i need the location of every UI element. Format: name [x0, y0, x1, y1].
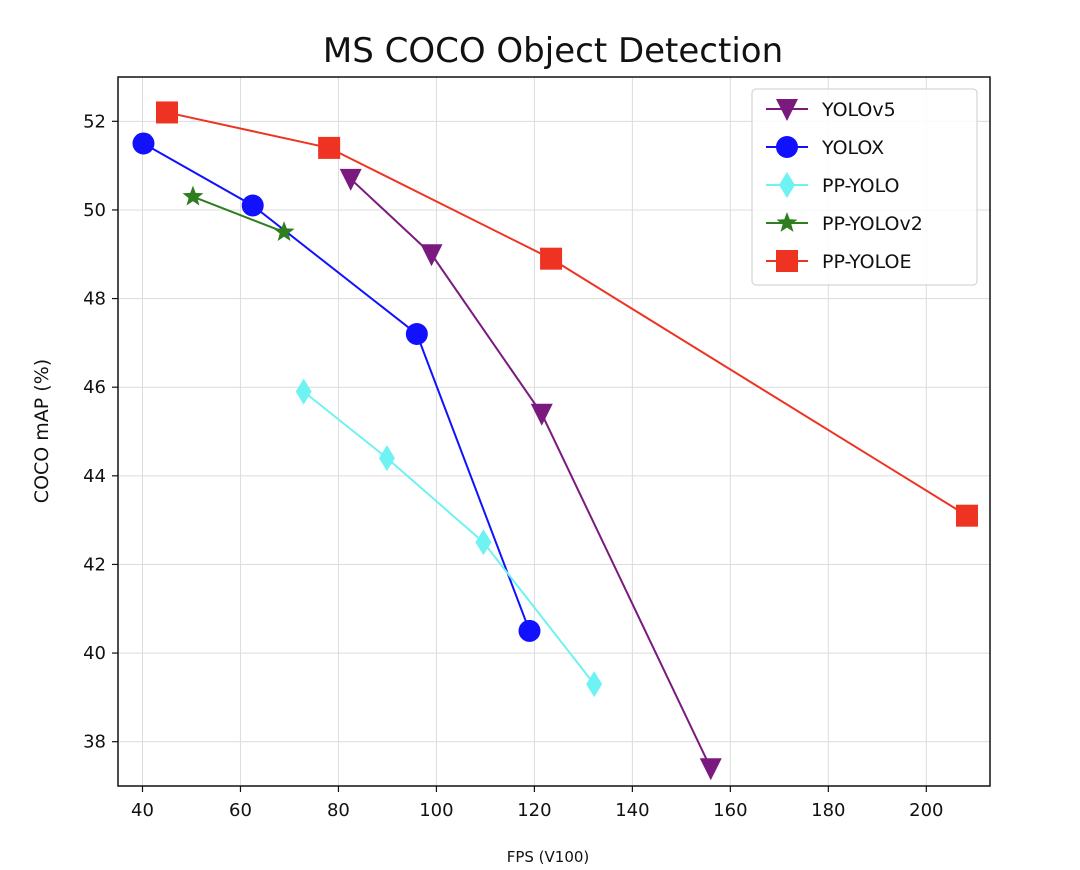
series-pp-yolov2 [182, 185, 295, 241]
y-tick-label: 40 [83, 643, 106, 664]
y-tick-label: 48 [83, 289, 106, 310]
ticks: 40 60 80 100 120 140 160 180 200 38 40 42 44 46 48 50 52 [83, 111, 943, 821]
legend-item-pp-yolo: PP-YOLO [766, 172, 899, 198]
x-tick-label: 160 [713, 800, 747, 821]
x-tick-label: 80 [327, 800, 350, 821]
data-point-pp-yolo [586, 671, 603, 698]
y-tick-label: 44 [83, 466, 106, 487]
legend-label: YOLOX [821, 137, 884, 159]
legend-marker [779, 172, 795, 198]
series-line-pp-yolov2 [192, 195, 285, 234]
legend-marker [776, 250, 798, 272]
legend-marker [776, 136, 798, 158]
data-point-yolox [132, 132, 155, 155]
chart-title: MS COCO Object Detection [323, 31, 783, 71]
data-point-pp-yolo [475, 529, 492, 556]
y-tick-label: 42 [83, 554, 106, 575]
series-line-pp-yoloe [166, 111, 968, 517]
series-line-pp-yolo [303, 390, 595, 685]
y-tick-label: 52 [83, 111, 106, 132]
data-point-yolox [405, 323, 428, 346]
data-point-yolov5 [530, 403, 553, 426]
grid [118, 77, 990, 786]
data-point-yolox [518, 619, 541, 642]
legend-item-pp-yoloe: PP-YOLOE [766, 250, 912, 273]
x-tick-label: 200 [909, 800, 943, 821]
series-yolov5 [339, 168, 722, 781]
series-yolox [132, 132, 541, 642]
series-line-yolov5 [350, 178, 712, 769]
x-tick-label: 100 [419, 800, 453, 821]
series-pp-yoloe [155, 101, 978, 527]
x-axis-label: FPS (V100) [507, 848, 590, 866]
legend: YOLOv5 YOLOX PP-YOLO PP-YOLOv2 PP-YOLOE [751, 88, 978, 286]
legend-label: PP-YOLO [822, 175, 899, 197]
legend-label: YOLOv5 [821, 99, 896, 121]
series-layer [132, 101, 978, 781]
series-line-yolox [142, 142, 531, 632]
data-point-pp-yoloe [318, 136, 341, 159]
data-point-pp-yolo [378, 445, 395, 472]
legend-label: PP-YOLOE [822, 251, 912, 273]
data-point-yolox [241, 194, 264, 217]
legend-marker [776, 99, 798, 121]
data-point-pp-yoloe [540, 247, 563, 270]
x-tick-label: 140 [615, 800, 649, 821]
legend-box [751, 88, 978, 286]
legend-item-yolov5: YOLOv5 [766, 99, 896, 121]
data-point-pp-yolo [295, 378, 312, 405]
legend-label: PP-YOLOv2 [822, 213, 923, 235]
data-point-pp-yoloe [155, 101, 178, 124]
data-point-pp-yolov2 [273, 221, 295, 241]
legend-item-yolox: YOLOX [766, 136, 884, 159]
y-axis-label: COCO mAP (%) [31, 359, 53, 503]
y-tick-label: 50 [83, 200, 106, 221]
data-point-yolov5 [339, 168, 362, 191]
legend-marker [776, 212, 798, 232]
x-tick-label: 180 [811, 800, 845, 821]
data-point-yolov5 [420, 244, 443, 267]
series-pp-yolo [295, 378, 603, 698]
y-tick-label: 38 [83, 732, 106, 753]
legend-item-pp-yolov2: PP-YOLOv2 [766, 212, 923, 235]
data-point-pp-yoloe [955, 504, 978, 527]
plot-frame [117, 76, 991, 787]
y-tick-label: 46 [83, 377, 106, 398]
data-point-yolov5 [699, 758, 722, 781]
x-tick-label: 60 [229, 800, 252, 821]
x-tick-label: 120 [517, 800, 551, 821]
x-tick-label: 40 [131, 800, 154, 821]
data-point-pp-yolov2 [182, 185, 204, 206]
